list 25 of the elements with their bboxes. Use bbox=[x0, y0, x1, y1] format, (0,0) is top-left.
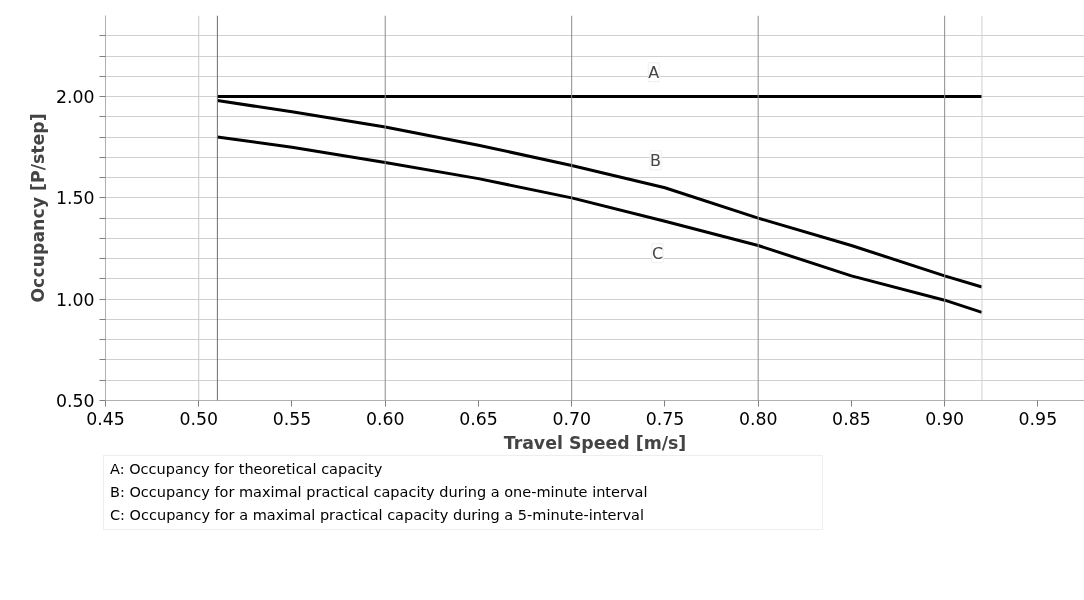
annotation: C bbox=[651, 243, 664, 263]
y-tick-label: 0.50 bbox=[55, 391, 95, 411]
x-tick-label: 0.50 bbox=[179, 408, 219, 429]
annotation: A bbox=[648, 62, 660, 82]
x-tick-label: 0.90 bbox=[925, 408, 964, 429]
y-tick-label: 1.00 bbox=[55, 289, 95, 310]
x-tick-label: 0.70 bbox=[552, 408, 591, 429]
annotation: B bbox=[650, 150, 662, 170]
x-tick-label: 0.45 bbox=[86, 408, 125, 429]
x-tick-label: 0.75 bbox=[645, 408, 685, 429]
x-tick-label: 0.80 bbox=[738, 408, 778, 429]
x-tick-label: 0.85 bbox=[832, 408, 871, 429]
x-tick-label: 0.60 bbox=[365, 408, 405, 429]
text: C: Occupancy for a maximal practical capacity during a 5-minute-interval bbox=[110, 507, 644, 523]
line-series bbox=[215, 135, 984, 314]
y-tick-label: 2.00 bbox=[55, 87, 95, 108]
x-tick-label: 0.65 bbox=[459, 408, 498, 429]
text: B: Occupancy for maximal practical capacity during a one-minute interval bbox=[110, 484, 648, 500]
x-tick-label: 0.55 bbox=[272, 408, 312, 429]
y-tick-label: 1.50 bbox=[55, 188, 95, 209]
y-axis-title: Occupancy [P/step] bbox=[27, 113, 48, 303]
line-series bbox=[215, 99, 984, 289]
x-tick-label: 0.95 bbox=[1018, 408, 1058, 429]
x-axis-title: Travel Speed [m/s] bbox=[503, 432, 687, 453]
text: A: Occupancy for theoretical capacity bbox=[110, 461, 383, 477]
